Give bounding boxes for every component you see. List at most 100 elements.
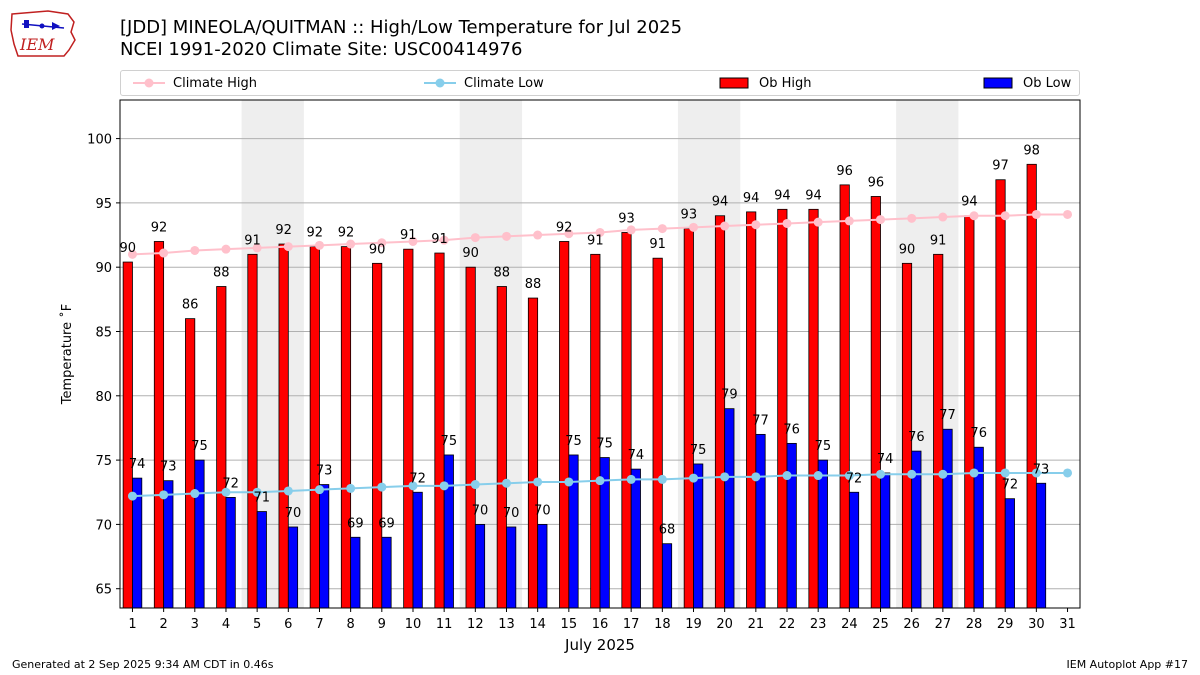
y-tick-label: 65 [95, 583, 112, 598]
ob-low-bar [755, 433, 766, 609]
x-tick-label: 22 [779, 617, 796, 632]
ob-high-value-label: 86 [182, 298, 199, 313]
climate-high-point [408, 236, 418, 246]
legend-label-ob-high: Ob High [759, 75, 812, 91]
x-tick-label: 13 [498, 617, 515, 632]
ob-low-bar [817, 459, 828, 609]
legend-label-climate-high: Climate High [173, 75, 258, 91]
ob-high-bar [964, 215, 975, 609]
ob-low-value-label: 74 [628, 448, 645, 463]
climate-high-point [159, 248, 169, 258]
ob-low-value-label: 74 [129, 457, 146, 472]
climate-high-point [533, 230, 543, 240]
ob-high-bar [590, 253, 601, 609]
ob-high-bar [777, 208, 788, 609]
ob-low-value-label: 75 [441, 434, 458, 449]
climate-low-point [720, 472, 730, 482]
ob-low-value-label: 75 [690, 443, 707, 458]
ob-low-bar [256, 511, 267, 609]
ob-high-value-label: 88 [525, 277, 542, 292]
climate-high-point [595, 227, 605, 237]
ob-low-value-label: 70 [503, 506, 520, 521]
x-tick-label: 3 [191, 617, 199, 632]
climate-high-point [439, 235, 449, 245]
ob-low-value-label: 68 [659, 523, 676, 538]
ob-low-bar [163, 480, 174, 609]
ob-low-bar [630, 468, 641, 609]
y-tick-label: 100 [87, 133, 112, 148]
x-tick-label: 27 [935, 617, 952, 632]
ob-high-bar [714, 215, 726, 609]
x-axis-label: July 2025 [564, 636, 635, 654]
generated-timestamp: Generated at 2 Sep 2025 9:34 AM CDT in 0… [12, 658, 274, 671]
ob-low-bar [319, 484, 330, 609]
ob-low-bar [287, 526, 299, 609]
climate-high-point [969, 211, 979, 221]
y-tick-label: 70 [95, 518, 112, 533]
climate-low-point [564, 477, 574, 487]
legend-label-climate-low: Climate Low [464, 75, 544, 91]
ob-high-value-label: 96 [836, 164, 853, 179]
ob-low-value-label: 69 [347, 516, 364, 531]
ob-low-bar [381, 536, 392, 609]
climate-low-point [938, 469, 948, 479]
ob-high-bar [372, 262, 383, 609]
climate-low-point [533, 477, 543, 487]
x-tick-label: 23 [810, 617, 827, 632]
climate-high-point [657, 224, 667, 234]
ob-low-value-label: 72 [222, 476, 239, 491]
ob-high-value-label: 91 [649, 237, 666, 252]
ob-high-bar [340, 246, 352, 609]
x-tick-label: 8 [347, 617, 355, 632]
ob-high-bar [995, 179, 1006, 609]
climate-low-point [252, 487, 262, 497]
ob-high-value-label: 94 [712, 195, 729, 210]
x-tick-label: 1 [128, 617, 136, 632]
ob-high-bar [185, 318, 196, 609]
ob-high-value-label: 92 [338, 226, 355, 241]
ob-low-value-label: 70 [285, 506, 302, 521]
x-tick-label: 16 [592, 617, 609, 632]
y-tick-label: 75 [95, 454, 112, 469]
ob-low-value-label: 79 [721, 388, 738, 403]
ob-high-bar [839, 184, 850, 609]
ob-high-bar [683, 228, 694, 609]
climate-low-point [190, 489, 200, 499]
x-tick-label: 17 [623, 617, 640, 632]
ob-high-value-label: 94 [961, 195, 978, 210]
app-id: IEM Autoplot App #17 [1066, 658, 1189, 671]
y-tick-label: 95 [95, 197, 112, 212]
ob-low-bar [194, 459, 205, 609]
climate-low-point [844, 471, 854, 481]
climate-high-point [626, 225, 636, 235]
climate-high-point [190, 245, 200, 255]
climate-high-point [907, 213, 917, 223]
x-tick-label: 2 [159, 617, 167, 632]
ob-low-bar [537, 524, 548, 609]
ob-low-value-label: 73 [160, 460, 177, 475]
ob-high-value-label: 91 [930, 233, 947, 248]
climate-low-point [907, 469, 917, 479]
climate-high-point [127, 249, 137, 259]
climate-high-point [283, 242, 293, 252]
ob-high-bar [746, 211, 757, 609]
ob-high-bar [153, 241, 165, 609]
climate-high-point [1000, 211, 1010, 221]
climate-low-point [626, 474, 636, 484]
ob-low-bar [693, 463, 704, 609]
x-tick-label: 14 [529, 617, 546, 632]
y-tick-label: 90 [95, 261, 112, 276]
climate-high-point [501, 231, 511, 241]
climate-low-point [408, 481, 418, 491]
x-tick-label: 20 [716, 617, 733, 632]
x-tick-label: 18 [654, 617, 671, 632]
climate-high-point [813, 217, 823, 227]
ob-high-value-label: 92 [151, 220, 168, 235]
climate-high-point [252, 243, 262, 253]
y-tick-label: 85 [95, 325, 112, 340]
y-tick-label: 80 [95, 390, 112, 405]
ob-high-value-label: 93 [681, 208, 698, 223]
ob-high-bar [652, 257, 663, 609]
ob-high-bar [434, 252, 445, 609]
climate-low-point [1063, 468, 1073, 478]
